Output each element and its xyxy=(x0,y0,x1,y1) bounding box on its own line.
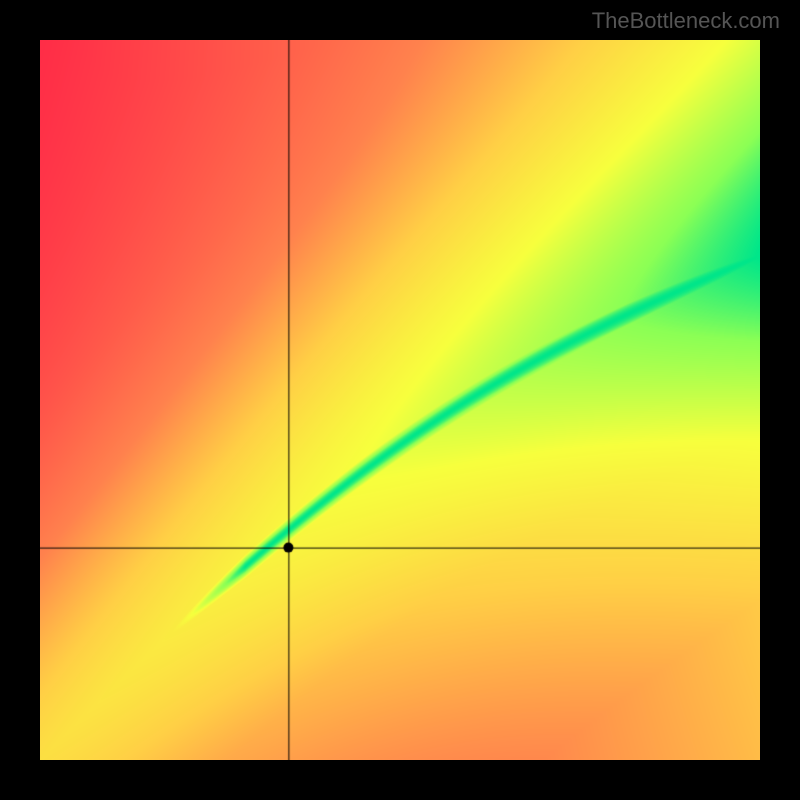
chart-container: TheBottleneck.com xyxy=(0,0,800,800)
plot-area xyxy=(40,40,760,760)
heatmap-canvas xyxy=(40,40,760,760)
watermark-text: TheBottleneck.com xyxy=(592,8,780,34)
